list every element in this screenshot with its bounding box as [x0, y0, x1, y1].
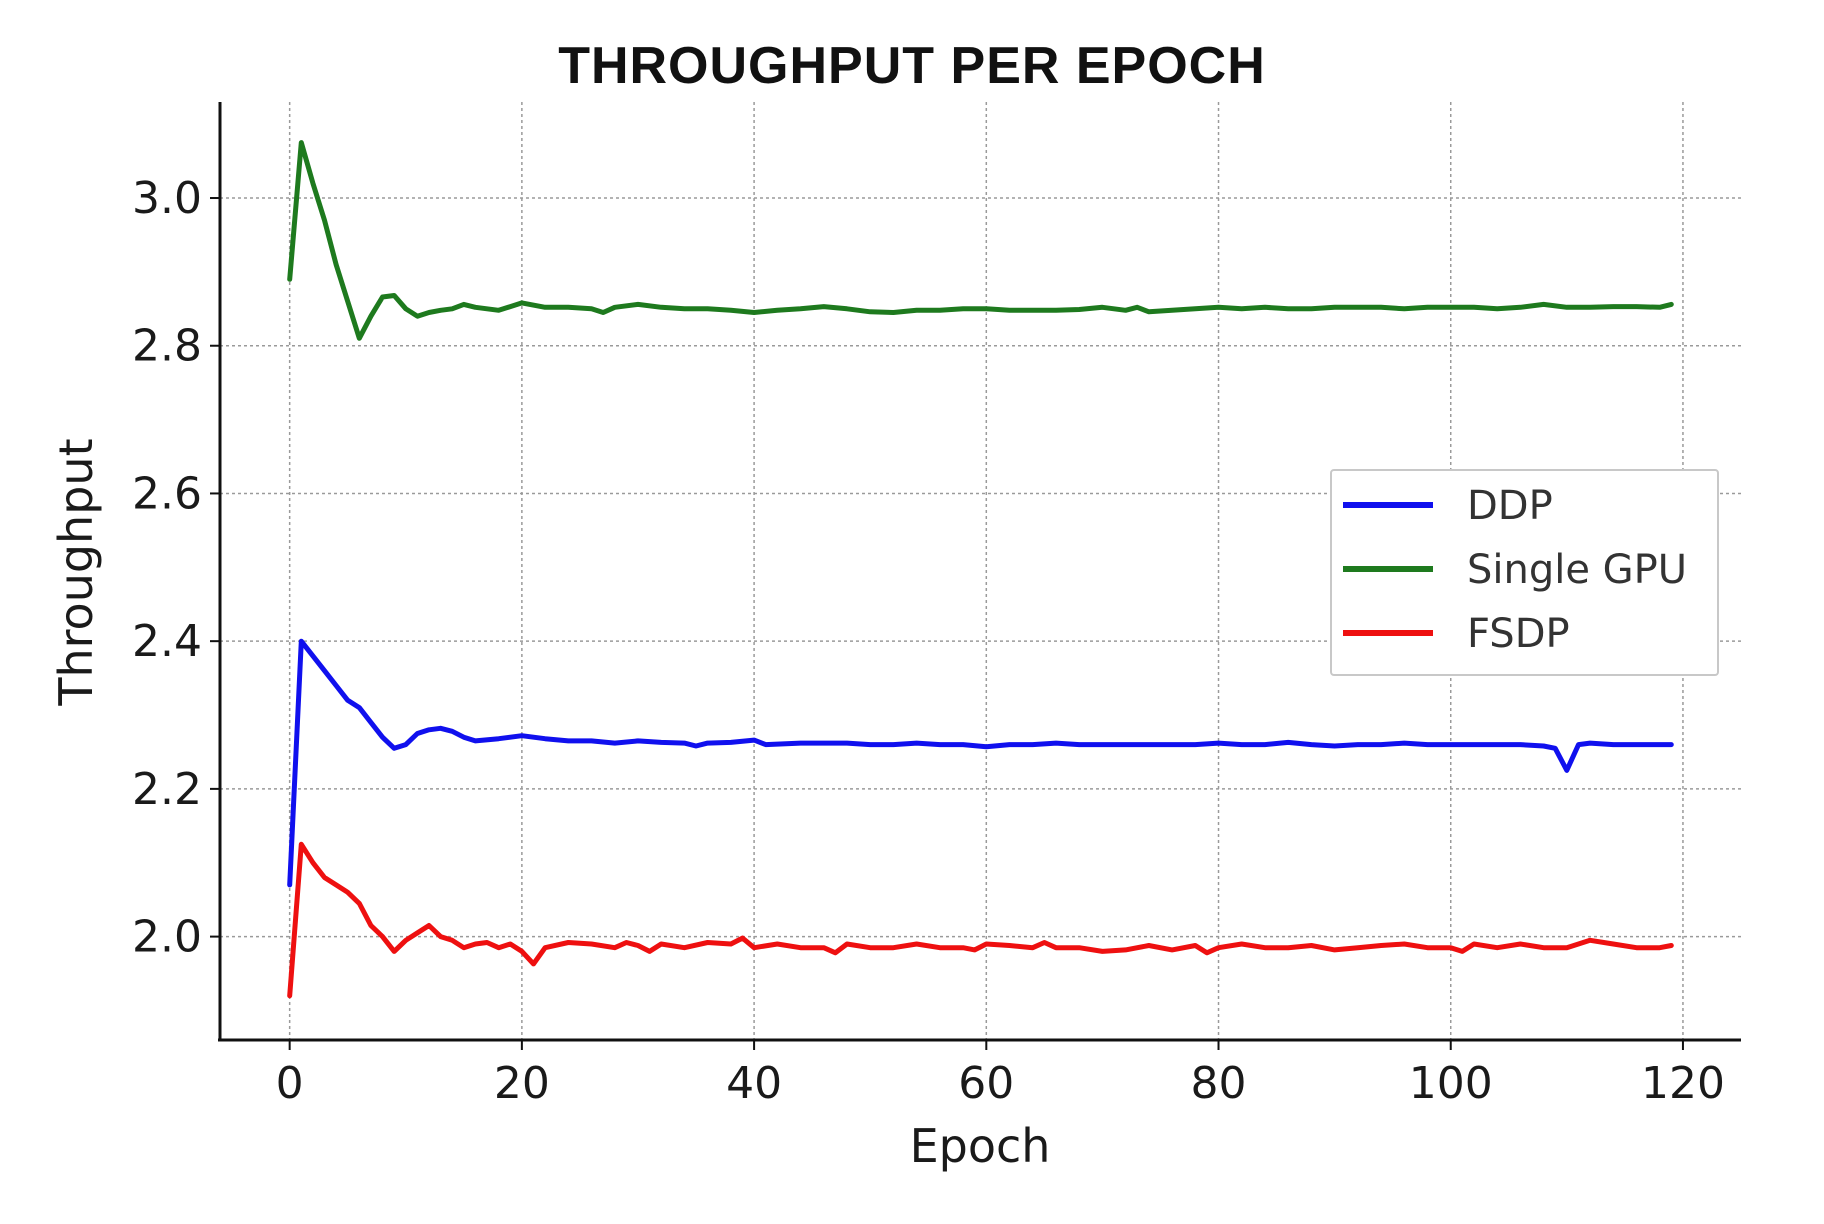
series-lines	[287, 140, 1674, 999]
chart-title: THROUGHPUT PER EPOCH	[558, 37, 1266, 95]
y-tick-label: 2.6	[132, 468, 202, 519]
x-tick-label: 80	[1191, 1058, 1247, 1109]
y-tick-label: 2.0	[132, 912, 202, 963]
legend: DDP Single GPU FSDP	[1330, 469, 1719, 676]
x-tick-label: 40	[726, 1058, 782, 1109]
y-axis-label: Throughput	[49, 438, 103, 706]
series-line-single-gpu	[287, 140, 1674, 341]
x-tick-label: 120	[1641, 1058, 1725, 1109]
y-tick-label: 3.0	[132, 173, 202, 224]
axis-ticks: 0 20 40 60 80 100 120 2.0 2.2 2.4 2.6 2.8 3.0	[132, 173, 1725, 1109]
series-line-ddp	[287, 638, 1674, 888]
x-axis-label: Epoch	[910, 1119, 1051, 1173]
y-tick-label: 2.8	[132, 321, 202, 372]
x-tick-label: 20	[494, 1058, 550, 1109]
y-tick-label: 2.2	[132, 764, 202, 815]
x-tick-label: 0	[276, 1058, 304, 1109]
legend-label-ddp: DDP	[1467, 483, 1553, 529]
series-line-fsdp	[287, 841, 1674, 999]
x-tick-label: 100	[1409, 1058, 1493, 1109]
legend-label-fsdp: FSDP	[1467, 611, 1570, 657]
x-tick-label: 60	[958, 1058, 1014, 1109]
legend-label-single-gpu: Single GPU	[1467, 547, 1687, 593]
y-tick-label: 2.4	[132, 616, 202, 667]
legend-box	[1330, 469, 1719, 676]
